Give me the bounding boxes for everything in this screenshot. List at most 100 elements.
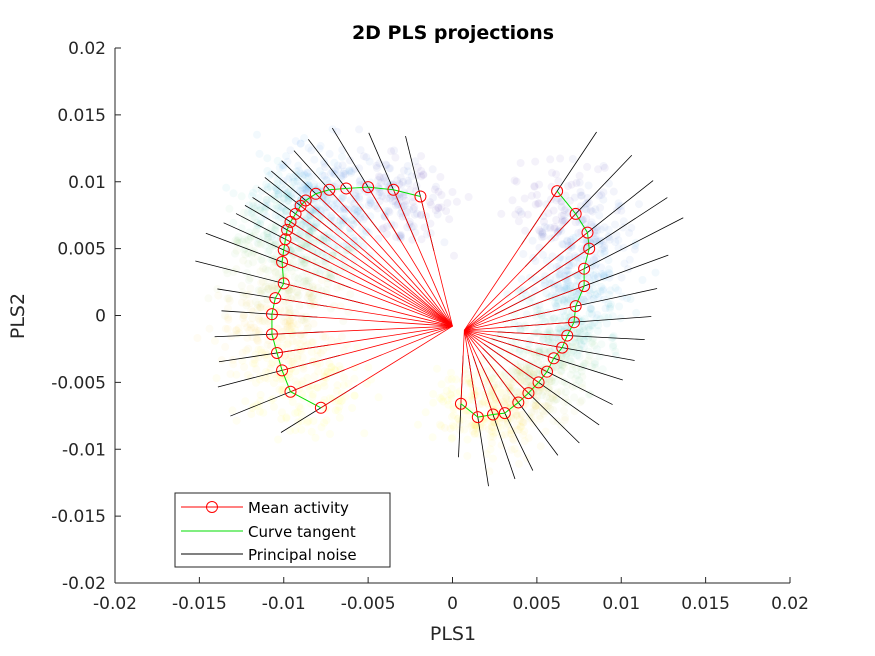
- cloud-point: [261, 204, 270, 213]
- cloud-point: [565, 317, 574, 326]
- cloud-point: [263, 233, 272, 242]
- cloud-point: [555, 334, 563, 343]
- cloud-point: [346, 290, 355, 299]
- cloud-point: [383, 180, 392, 189]
- cloud-point: [353, 217, 361, 226]
- cloud-point: [567, 261, 576, 270]
- cloud-point: [492, 404, 501, 413]
- cloud-point: [586, 267, 595, 276]
- cloud-point: [535, 243, 544, 252]
- cloud-point: [245, 290, 253, 299]
- mean-activity-ray: [290, 325, 453, 393]
- cloud-point: [248, 214, 257, 222]
- cloud-point: [347, 168, 356, 177]
- cloud-point: [320, 372, 329, 381]
- cloud-point: [242, 237, 251, 246]
- cloud-point: [372, 161, 381, 170]
- cloud-point: [272, 373, 281, 382]
- cloud-point: [265, 171, 274, 180]
- mean-activity-ray: [393, 189, 453, 327]
- cloud-point: [557, 387, 566, 396]
- cloud-point: [572, 342, 581, 351]
- cloud-point: [508, 367, 517, 376]
- cloud-point: [478, 399, 486, 408]
- mean-activity-point: [277, 243, 290, 256]
- cloud-point: [318, 249, 327, 258]
- cloud-point: [271, 268, 280, 277]
- mean-activity-ray: [464, 248, 590, 331]
- mean-activity-point: [551, 185, 564, 198]
- cloud-point: [281, 289, 290, 298]
- cloud-point: [339, 242, 348, 251]
- cloud-point: [271, 240, 280, 249]
- cloud-point: [516, 372, 525, 381]
- cloud-point: [340, 204, 348, 213]
- cloud-point: [519, 401, 528, 410]
- cloud-point: [278, 408, 286, 417]
- cloud-point: [560, 398, 569, 407]
- cloud-point: [496, 370, 505, 379]
- cloud-point: [283, 324, 292, 333]
- cloud-point: [323, 367, 332, 376]
- cloud-point: [277, 415, 286, 424]
- cloud-point: [285, 320, 294, 329]
- cloud-point: [553, 299, 562, 308]
- cloud-point: [321, 254, 330, 262]
- cloud-point: [590, 341, 599, 350]
- mean-activity-point: [265, 328, 278, 341]
- cloud-point: [599, 269, 608, 278]
- cloud-point: [446, 390, 455, 399]
- cloud-point: [351, 189, 360, 198]
- cloud-point: [489, 454, 497, 463]
- cloud-point: [605, 235, 614, 244]
- cloud-point: [217, 356, 226, 365]
- cloud-point: [347, 167, 356, 175]
- cloud-point: [221, 342, 230, 351]
- cloud-point: [283, 317, 292, 326]
- cloud-point: [549, 392, 558, 401]
- cloud-point: [337, 172, 345, 181]
- cloud-point: [304, 172, 313, 181]
- cloud-point: [291, 409, 300, 418]
- cloud-point: [281, 206, 290, 215]
- cloud-point: [511, 210, 520, 219]
- mean-activity-ray: [281, 261, 453, 327]
- cloud-point: [426, 198, 434, 207]
- cloud-point: [558, 216, 567, 225]
- cloud-point: [542, 289, 551, 298]
- cloud-point: [548, 333, 557, 342]
- cloud-point: [525, 367, 534, 376]
- cloud-point: [417, 210, 426, 219]
- cloud-point: [254, 330, 263, 339]
- cloud-point: [557, 203, 566, 211]
- cloud-point: [489, 432, 498, 441]
- cloud-point: [547, 389, 556, 398]
- cloud-point: [349, 248, 358, 257]
- cloud-point: [558, 377, 567, 386]
- cloud-point: [557, 211, 566, 220]
- cloud-point: [382, 230, 391, 238]
- cloud-point: [626, 295, 635, 304]
- cloud-point: [244, 208, 252, 217]
- cloud-point: [303, 373, 312, 382]
- cloud-point: [408, 197, 417, 206]
- cloud-point: [294, 291, 303, 300]
- cloud-point: [279, 161, 288, 170]
- cloud-point: [287, 327, 296, 336]
- cloud-point: [306, 243, 315, 252]
- cloud-point: [529, 387, 538, 396]
- cloud-point: [222, 265, 231, 274]
- y-tick-label: 0: [95, 307, 106, 327]
- cloud-point: [591, 363, 600, 372]
- cloud-point: [554, 177, 563, 186]
- cloud-point: [440, 238, 449, 247]
- cloud-point: [240, 245, 248, 254]
- cloud-point: [355, 164, 364, 173]
- mean-activity-ray: [295, 213, 453, 327]
- cloud-point: [473, 386, 482, 395]
- cloud-point: [591, 205, 600, 214]
- cloud-point: [612, 206, 621, 215]
- cloud-point: [544, 402, 553, 411]
- cloud-point: [576, 191, 585, 200]
- cloud-point: [316, 141, 325, 150]
